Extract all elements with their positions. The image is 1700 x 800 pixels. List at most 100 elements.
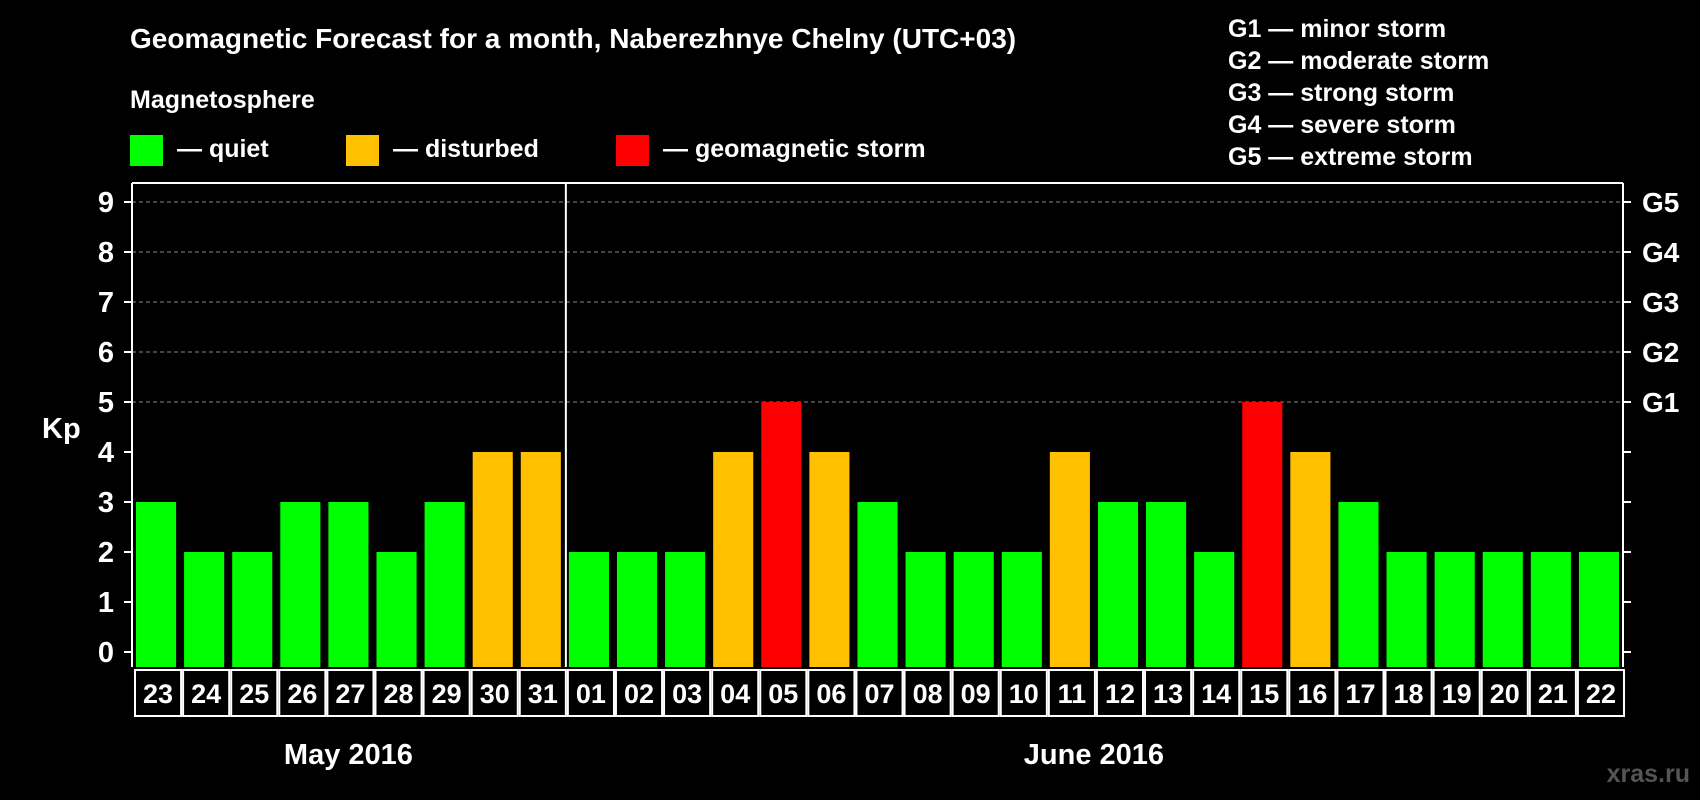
day-label: 15 bbox=[1249, 679, 1279, 709]
bar-13 bbox=[1146, 502, 1187, 667]
day-label: 03 bbox=[672, 679, 702, 709]
day-cell bbox=[951, 669, 1000, 717]
day-label: 11 bbox=[1058, 679, 1087, 709]
day-label: 10 bbox=[1009, 679, 1039, 709]
day-cell bbox=[1432, 669, 1481, 717]
storm-axis-label: G4 bbox=[1642, 237, 1680, 268]
day-cell bbox=[759, 669, 808, 717]
day-label: 28 bbox=[384, 679, 414, 709]
bar-31 bbox=[520, 452, 561, 667]
axes bbox=[131, 182, 1624, 667]
day-label: 24 bbox=[191, 679, 221, 709]
day-cell bbox=[134, 669, 183, 717]
bar-01 bbox=[568, 552, 609, 667]
day-cell bbox=[230, 669, 279, 717]
chart-title: Geomagnetic Forecast for a month, Nabere… bbox=[130, 23, 1016, 54]
y-axis-label: Kp bbox=[42, 413, 81, 445]
day-cell bbox=[278, 669, 327, 717]
bar-07 bbox=[857, 502, 898, 667]
day-label: 29 bbox=[432, 679, 462, 709]
day-cell bbox=[711, 669, 760, 717]
month-label: May 2016 bbox=[284, 739, 413, 771]
storm-scale-item: G4 — severe storm bbox=[1228, 111, 1456, 139]
day-cell bbox=[855, 669, 904, 717]
day-cell bbox=[663, 669, 712, 717]
y-tick-label: 2 bbox=[98, 537, 114, 569]
x-axis-day-labels: 23 24 25 26 27 28 29 30 31 01 02 03 04 05 06 07 08 09 10 11… bbox=[134, 669, 1625, 717]
day-cell bbox=[1047, 669, 1096, 717]
y-tick-label: 9 bbox=[98, 187, 114, 219]
day-label: 20 bbox=[1490, 679, 1520, 709]
day-cell bbox=[1240, 669, 1289, 717]
day-label: 13 bbox=[1153, 679, 1183, 709]
bar-22 bbox=[1578, 552, 1619, 667]
day-cell bbox=[566, 669, 615, 717]
y-tick-label: 1 bbox=[98, 587, 114, 619]
storm-axis-label: G3 bbox=[1642, 287, 1679, 318]
storm-scale-item: G1 — minor storm bbox=[1228, 15, 1446, 43]
legend: — quiet — disturbed — geomagnetic storm bbox=[130, 135, 926, 166]
day-label: 30 bbox=[480, 679, 510, 709]
day-label: 23 bbox=[143, 679, 173, 709]
bar-19 bbox=[1434, 552, 1475, 667]
day-label: 17 bbox=[1345, 679, 1375, 709]
bar-15 bbox=[1242, 402, 1283, 667]
legend-swatch bbox=[346, 135, 379, 166]
day-label: 07 bbox=[864, 679, 894, 709]
bar-17 bbox=[1338, 502, 1379, 667]
storm-axis-label: G5 bbox=[1642, 187, 1679, 218]
day-label: 27 bbox=[335, 679, 365, 709]
day-cell bbox=[1095, 669, 1145, 717]
bar-16 bbox=[1290, 452, 1331, 667]
day-cell bbox=[1288, 669, 1337, 717]
day-label: 21 bbox=[1538, 679, 1568, 709]
y-tick-label: 8 bbox=[98, 237, 114, 269]
day-label: 31 bbox=[528, 679, 558, 709]
bar-10 bbox=[1001, 552, 1042, 667]
day-label: 08 bbox=[913, 679, 943, 709]
day-cell bbox=[614, 669, 664, 717]
bar-11 bbox=[1049, 452, 1090, 667]
day-cell bbox=[1480, 669, 1529, 717]
legend-swatch bbox=[130, 135, 163, 166]
day-cell bbox=[999, 669, 1048, 717]
bars bbox=[136, 402, 1619, 667]
y-tick-label: 7 bbox=[98, 287, 114, 319]
day-cell bbox=[422, 669, 471, 717]
day-cell bbox=[1144, 669, 1193, 717]
bar-26 bbox=[280, 502, 321, 667]
day-label: 22 bbox=[1586, 679, 1616, 709]
y-axis-ticks: 0 1 2 3 4 5 6 7 8 9 bbox=[98, 187, 1631, 669]
day-cell bbox=[1528, 669, 1577, 717]
bar-06 bbox=[809, 452, 850, 667]
storm-scale-item: G3 — strong storm bbox=[1228, 79, 1454, 107]
bar-14 bbox=[1194, 552, 1235, 667]
bar-02 bbox=[616, 552, 658, 667]
month-label: June 2016 bbox=[1024, 739, 1164, 771]
bar-09 bbox=[953, 552, 994, 667]
day-label: 01 bbox=[576, 679, 606, 709]
day-cell bbox=[1576, 669, 1625, 717]
right-axis-storm-labels: G1 G2 G3 G4 G5 bbox=[1642, 187, 1680, 418]
bar-28 bbox=[376, 552, 417, 667]
legend-label: — geomagnetic storm bbox=[663, 135, 926, 163]
month-labels: May 2016 June 2016 bbox=[284, 739, 1164, 771]
day-label: 05 bbox=[768, 679, 798, 709]
bar-25 bbox=[232, 552, 273, 667]
day-label: 25 bbox=[239, 679, 269, 709]
day-cell bbox=[326, 669, 375, 717]
day-label: 12 bbox=[1105, 679, 1135, 709]
storm-axis-label: G1 bbox=[1642, 387, 1679, 418]
y-tick-label: 3 bbox=[98, 487, 114, 519]
day-label: 18 bbox=[1394, 679, 1424, 709]
day-label: 06 bbox=[816, 679, 846, 709]
bar-04 bbox=[713, 452, 754, 667]
day-cell bbox=[1384, 669, 1433, 717]
y-tick-label: 5 bbox=[98, 387, 114, 419]
bar-05 bbox=[761, 402, 802, 667]
bar-18 bbox=[1386, 552, 1427, 667]
bar-08 bbox=[905, 552, 946, 667]
y-tick-label: 0 bbox=[98, 637, 114, 669]
storm-scale-item: G2 — moderate storm bbox=[1228, 47, 1489, 75]
bar-30 bbox=[472, 452, 513, 667]
